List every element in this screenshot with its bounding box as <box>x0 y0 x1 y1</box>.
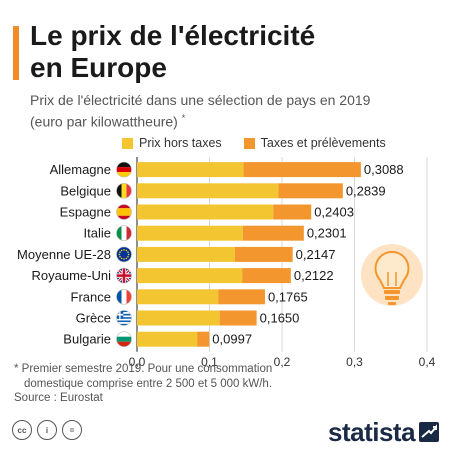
category-label: Espagne <box>60 205 111 220</box>
flag-uk-icon <box>116 268 132 284</box>
title-line-2: en Europe <box>30 52 167 83</box>
bar-taxes <box>242 268 291 284</box>
bulb-filament <box>387 272 397 286</box>
bar-hors-taxes <box>137 162 244 178</box>
subtitle-line-1: Prix de l'électricité dans une sélection… <box>30 92 371 108</box>
legend-item-taxes: Taxes et prélèvements <box>243 136 386 150</box>
bar-taxes <box>273 204 312 220</box>
value-label: 0,2301 <box>307 226 347 241</box>
value-label: 0,0997 <box>212 332 252 347</box>
bulb-base <box>388 302 396 305</box>
flag-outline <box>116 310 132 326</box>
chart-notes: * Premier semestre 2019. Pour une consom… <box>14 362 272 406</box>
legend-swatch-taxes <box>243 137 255 149</box>
bar-hors-taxes <box>137 246 235 262</box>
flag-bulgaria-icon <box>116 331 132 347</box>
value-label: 0,2147 <box>296 247 336 262</box>
flag-outline <box>116 288 132 305</box>
flag-belgium-icon <box>116 183 132 199</box>
title-line-1: Le prix de l'électricité <box>30 20 316 51</box>
subtitle-line-2: (euro par kilowattheure) <box>30 113 178 130</box>
flag-outline <box>116 204 132 220</box>
category-label: Bulgarie <box>63 332 111 347</box>
x-tick-label: 0,1 <box>201 355 218 369</box>
bar-hors-taxes <box>137 204 274 220</box>
category-label: Allemagne <box>50 162 111 177</box>
value-label: 0,1765 <box>268 289 308 304</box>
x-tick-label: 0,0 <box>129 355 146 369</box>
value-label: 0,2839 <box>346 183 386 198</box>
bar-taxes <box>278 183 343 199</box>
bar-taxes <box>219 310 257 326</box>
category-label: France <box>71 289 111 304</box>
bar-hors-taxes <box>137 225 243 241</box>
bar-taxes <box>218 289 265 305</box>
bar-hors-taxes <box>137 183 279 199</box>
subtitle-footnote-mark: * <box>181 113 186 123</box>
x-tick-label: 0,4 <box>419 355 436 369</box>
legend-label-hors-taxes: Prix hors taxes <box>139 136 222 150</box>
legend-label-taxes: Taxes et prélèvements <box>260 136 386 150</box>
flag-greece-icon <box>116 310 132 326</box>
bar-hors-taxes <box>137 268 243 284</box>
source-line: Source : Eurostat <box>14 392 103 404</box>
category-label: Italie <box>84 226 111 241</box>
page-title: Le prix de l'électricité en Europe <box>30 20 315 84</box>
by-icon[interactable]: i <box>37 420 57 440</box>
bar-hors-taxes <box>137 289 219 305</box>
bar-taxes <box>243 162 361 178</box>
legend-swatch-hors-taxes <box>122 137 133 149</box>
chart-legend: Prix hors taxes Taxes et prélèvements <box>122 136 386 150</box>
flag-eu-icon <box>116 246 132 262</box>
bar-taxes <box>234 246 293 262</box>
flag-outline <box>116 161 132 178</box>
flag-outline <box>116 225 132 241</box>
statista-mark-icon <box>419 422 440 442</box>
bar-taxes <box>197 331 210 347</box>
bar-hors-taxes <box>137 310 220 326</box>
x-tick-label: 0,2 <box>274 355 291 369</box>
value-label: 0,2403 <box>314 205 354 220</box>
flag-outline <box>116 246 132 263</box>
value-label: 0,3088 <box>364 162 404 177</box>
chart-subtitle: Prix de l'électricité dans une sélection… <box>30 91 440 131</box>
legend-item-hors-taxes: Prix hors taxes <box>122 136 222 150</box>
flag-spain-icon <box>116 204 132 220</box>
category-label: Royaume-Uni <box>32 268 112 283</box>
flag-italy-icon <box>116 225 132 241</box>
flag-outline <box>116 331 132 348</box>
bulb-glass <box>374 250 410 289</box>
footnote-line-1: * Premier semestre 2019. Pour une consom… <box>14 363 273 375</box>
category-label: Belgique <box>60 183 111 198</box>
bar-hors-taxes <box>137 331 198 347</box>
nd-icon[interactable]: = <box>62 420 82 440</box>
category-label: Grèce <box>76 311 111 326</box>
license-icons: cc i = <box>12 420 82 440</box>
accent-bar <box>13 26 19 80</box>
bulb-base <box>384 290 400 294</box>
bar-taxes <box>242 225 304 241</box>
x-tick-label: 0,3 <box>346 355 363 369</box>
cc-icon[interactable]: cc <box>12 420 32 440</box>
statista-logo[interactable]: statista <box>328 417 440 447</box>
flag-outline <box>116 183 132 199</box>
brand-name: statista <box>328 417 416 447</box>
flag-germany-icon <box>116 162 132 178</box>
value-label: 0,1650 <box>260 311 300 326</box>
footnote-line-2: domestique comprise entre 2 500 et 5 000… <box>24 377 273 390</box>
bulb-base <box>385 296 399 300</box>
value-label: 0,2122 <box>294 268 334 283</box>
flag-france-icon <box>116 289 132 305</box>
flag-outline <box>116 267 132 284</box>
category-label: Moyenne UE-28 <box>17 247 111 262</box>
